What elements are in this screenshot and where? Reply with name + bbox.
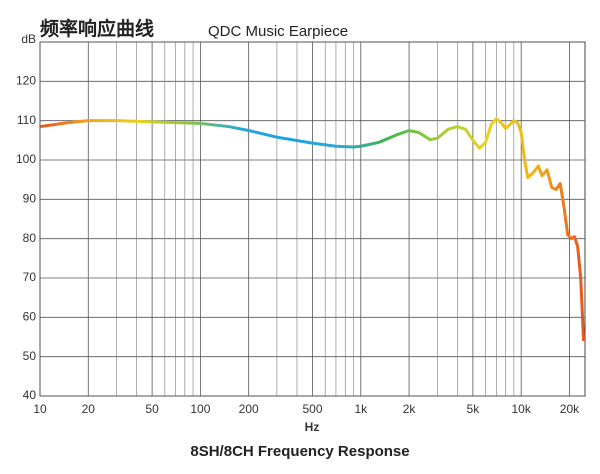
- x-tick-label: 20: [82, 402, 96, 416]
- y-tick-label: 50: [23, 349, 37, 363]
- x-tick-label: 50: [145, 402, 159, 416]
- x-tick-label: 10k: [511, 402, 531, 416]
- y-tick-label: 70: [23, 270, 37, 284]
- x-tick-label: 200: [239, 402, 259, 416]
- y-tick-label: 100: [16, 152, 36, 166]
- y-tick-label: 40: [23, 388, 37, 402]
- x-tick-label: 20k: [560, 402, 580, 416]
- response-curve: [39, 117, 586, 341]
- y-tick-label: 60: [23, 310, 37, 324]
- chart-title: 频率响应曲线: [40, 17, 154, 40]
- x-tick-label: 2k: [403, 402, 417, 416]
- y-tick-label: 80: [23, 231, 37, 245]
- x-tick-label: 500: [302, 402, 322, 416]
- caption: 8SH/8CH Frequency Response: [190, 443, 409, 460]
- y-tick-label: 120: [16, 74, 36, 88]
- chart-subtitle: QDC Music Earpiece: [208, 23, 348, 40]
- x-tick-label: 1k: [354, 402, 368, 416]
- y-tick-label: 90: [23, 192, 37, 206]
- x-axis-label: Hz: [305, 420, 320, 434]
- y-tick-label: dB: [21, 32, 36, 46]
- x-tick-label: 10: [33, 402, 47, 416]
- y-tick-label: 110: [17, 113, 36, 127]
- x-tick-label: 100: [190, 402, 210, 416]
- x-tick-label: 5k: [467, 402, 481, 416]
